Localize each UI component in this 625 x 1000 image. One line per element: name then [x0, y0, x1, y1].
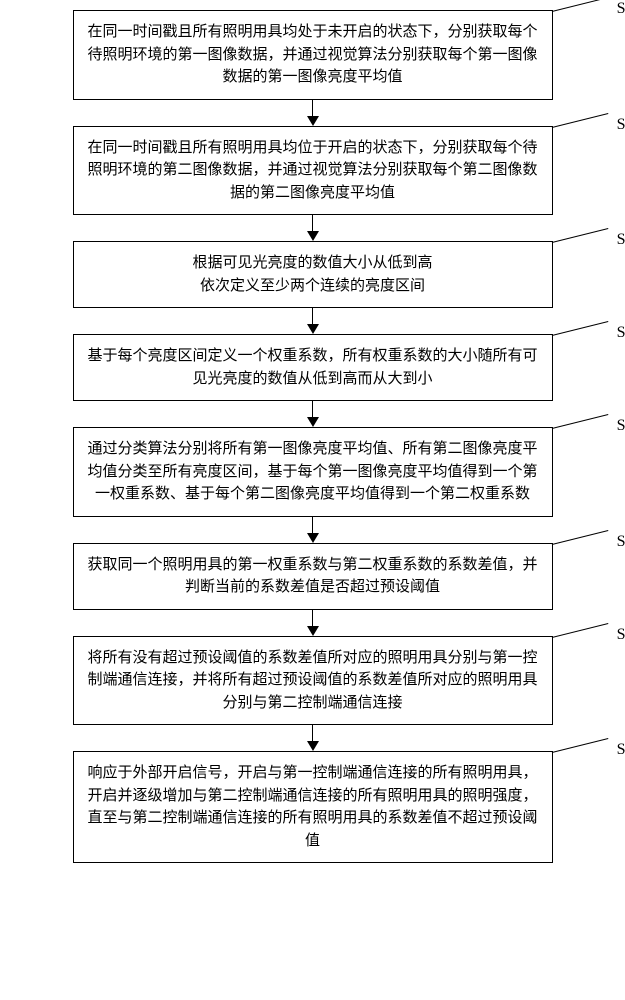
- arrow-line: [312, 308, 314, 324]
- step-label: S1: [617, 0, 625, 21]
- step-box-s3: 根据可见光亮度的数值大小从低到高依次定义至少两个连续的亮度区间S3: [73, 241, 553, 308]
- step-box-s5: 通过分类算法分别将所有第一图像亮度平均值、所有第二图像亮度平均值分类至所有亮度区…: [73, 427, 553, 517]
- arrow-head: [307, 626, 319, 636]
- step-box-s1: 在同一时间戳且所有照明用具均处于未开启的状态下，分别获取每个待照明环境的第一图像…: [73, 10, 553, 100]
- step-text: 在同一时间戳且所有照明用具均位于开启的状态下，分别获取每个待照明环境的第二图像数…: [88, 140, 538, 201]
- step-label: S3: [617, 228, 625, 252]
- step-box-s6: 获取同一个照明用具的第一权重系数与第二权重系数的系数差值，并判断当前的系数差值是…: [73, 543, 553, 610]
- arrow-head: [307, 741, 319, 751]
- step-label: S7: [617, 623, 625, 647]
- step-text: 将所有没有超过预设阈值的系数差值所对应的照明用具分别与第一控制端通信连接，并将所…: [88, 650, 538, 711]
- step-text: 基于每个亮度区间定义一个权重系数，所有权重系数的大小随所有可见光亮度的数值从低到…: [88, 348, 538, 387]
- step-box-s8: 响应于外部开启信号，开启与第一控制端通信连接的所有照明用具，开启并逐级增加与第二…: [73, 751, 553, 863]
- step-label: S6: [617, 530, 625, 554]
- arrow-line: [312, 215, 314, 231]
- arrow-down-icon: [307, 610, 319, 636]
- step-label: S2: [617, 113, 625, 137]
- flowchart-container: 在同一时间戳且所有照明用具均处于未开启的状态下，分别获取每个待照明环境的第一图像…: [20, 10, 605, 863]
- step-text: 根据可见光亮度的数值大小从低到高依次定义至少两个连续的亮度区间: [192, 255, 432, 294]
- arrow-head: [307, 533, 319, 543]
- arrow-head: [307, 116, 319, 126]
- step-wrapper: 在同一时间戳且所有照明用具均位于开启的状态下，分别获取每个待照明环境的第二图像数…: [20, 126, 605, 242]
- step-text: 获取同一个照明用具的第一权重系数与第二权重系数的系数差值，并判断当前的系数差值是…: [88, 557, 538, 596]
- arrow-head: [307, 324, 319, 334]
- step-wrapper: 根据可见光亮度的数值大小从低到高依次定义至少两个连续的亮度区间S3: [20, 241, 605, 334]
- arrow-line: [312, 610, 314, 626]
- arrow-down-icon: [307, 100, 319, 126]
- step-wrapper: 获取同一个照明用具的第一权重系数与第二权重系数的系数差值，并判断当前的系数差值是…: [20, 543, 605, 636]
- step-label: S4: [617, 321, 625, 345]
- step-wrapper: 在同一时间戳且所有照明用具均处于未开启的状态下，分别获取每个待照明环境的第一图像…: [20, 10, 605, 126]
- step-text: 响应于外部开启信号，开启与第一控制端通信连接的所有照明用具，开启并逐级增加与第二…: [88, 765, 538, 849]
- arrow-down-icon: [307, 725, 319, 751]
- arrow-head: [307, 231, 319, 241]
- step-label: S5: [617, 414, 625, 438]
- label-connector: [551, 0, 608, 12]
- step-box-s2: 在同一时间戳且所有照明用具均位于开启的状态下，分别获取每个待照明环境的第二图像数…: [73, 126, 553, 216]
- step-box-s7: 将所有没有超过预设阈值的系数差值所对应的照明用具分别与第一控制端通信连接，并将所…: [73, 636, 553, 726]
- arrow-down-icon: [307, 517, 319, 543]
- step-box-s4: 基于每个亮度区间定义一个权重系数，所有权重系数的大小随所有可见光亮度的数值从低到…: [73, 334, 553, 401]
- step-wrapper: 通过分类算法分别将所有第一图像亮度平均值、所有第二图像亮度平均值分类至所有亮度区…: [20, 427, 605, 543]
- arrow-down-icon: [307, 215, 319, 241]
- arrow-down-icon: [307, 308, 319, 334]
- arrow-line: [312, 401, 314, 417]
- arrow-head: [307, 417, 319, 427]
- step-text: 在同一时间戳且所有照明用具均处于未开启的状态下，分别获取每个待照明环境的第一图像…: [88, 24, 538, 85]
- step-text: 通过分类算法分别将所有第一图像亮度平均值、所有第二图像亮度平均值分类至所有亮度区…: [88, 441, 538, 502]
- step-wrapper: 响应于外部开启信号，开启与第一控制端通信连接的所有照明用具，开启并逐级增加与第二…: [20, 751, 605, 863]
- arrow-down-icon: [307, 401, 319, 427]
- arrow-line: [312, 517, 314, 533]
- arrow-line: [312, 100, 314, 116]
- step-wrapper: 将所有没有超过预设阈值的系数差值所对应的照明用具分别与第一控制端通信连接，并将所…: [20, 636, 605, 752]
- step-label: S8: [617, 738, 625, 762]
- step-wrapper: 基于每个亮度区间定义一个权重系数，所有权重系数的大小随所有可见光亮度的数值从低到…: [20, 334, 605, 427]
- arrow-line: [312, 725, 314, 741]
